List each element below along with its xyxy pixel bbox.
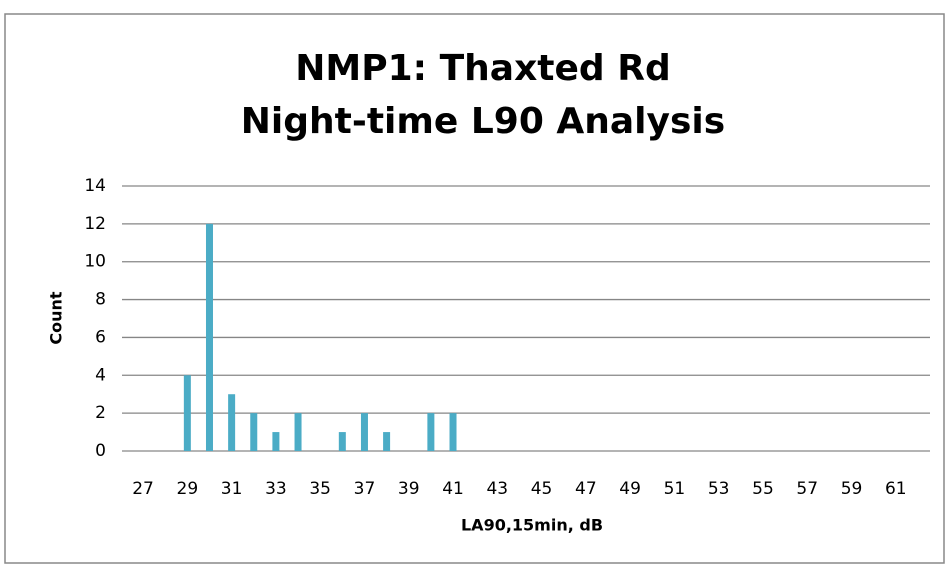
y-tick-label: 2 [95,403,106,423]
bar [360,413,368,451]
x-tick-label: 57 [796,479,818,499]
x-axis-title: LA90,15min, dB [461,516,603,535]
x-tick-label: 53 [708,479,730,499]
y-tick-label: 12 [84,214,106,234]
chart-subtitle: Night-time L90 Analysis [241,101,725,142]
x-tick-label: 47 [575,479,597,499]
y-tick-label: 0 [95,441,106,461]
bar [272,432,280,451]
x-tick-label: 37 [354,479,376,499]
x-tick-label: 41 [442,479,464,499]
x-tick-label: 31 [221,479,243,499]
x-tick-label: 55 [752,479,774,499]
x-tick-label: 45 [531,479,553,499]
x-tick-label: 43 [486,479,508,499]
bar [338,432,346,451]
chart-title: NMP1: Thaxted Rd [295,48,670,89]
bar [427,413,435,451]
y-tick-label: 14 [84,176,106,196]
x-tick-label: 27 [132,479,154,499]
bar [449,413,457,451]
bar [250,413,258,451]
bar [383,432,391,451]
bar [294,413,302,451]
y-axis-title: Count [47,291,66,345]
y-tick-label: 4 [95,365,106,385]
x-tick-label: 29 [177,479,199,499]
x-tick-label: 59 [841,479,863,499]
chart-frame [4,13,945,564]
bar [183,375,191,451]
x-tick-label: 49 [619,479,641,499]
x-tick-label: 39 [398,479,420,499]
bar [228,394,236,451]
x-tick-label: 33 [265,479,287,499]
x-tick-label: 51 [664,479,686,499]
y-tick-label: 8 [95,290,106,310]
bar [205,223,213,451]
y-tick-label: 10 [84,252,106,272]
y-tick-label: 6 [95,327,106,347]
x-tick-label: 61 [885,479,907,499]
x-tick-label: 35 [309,479,331,499]
